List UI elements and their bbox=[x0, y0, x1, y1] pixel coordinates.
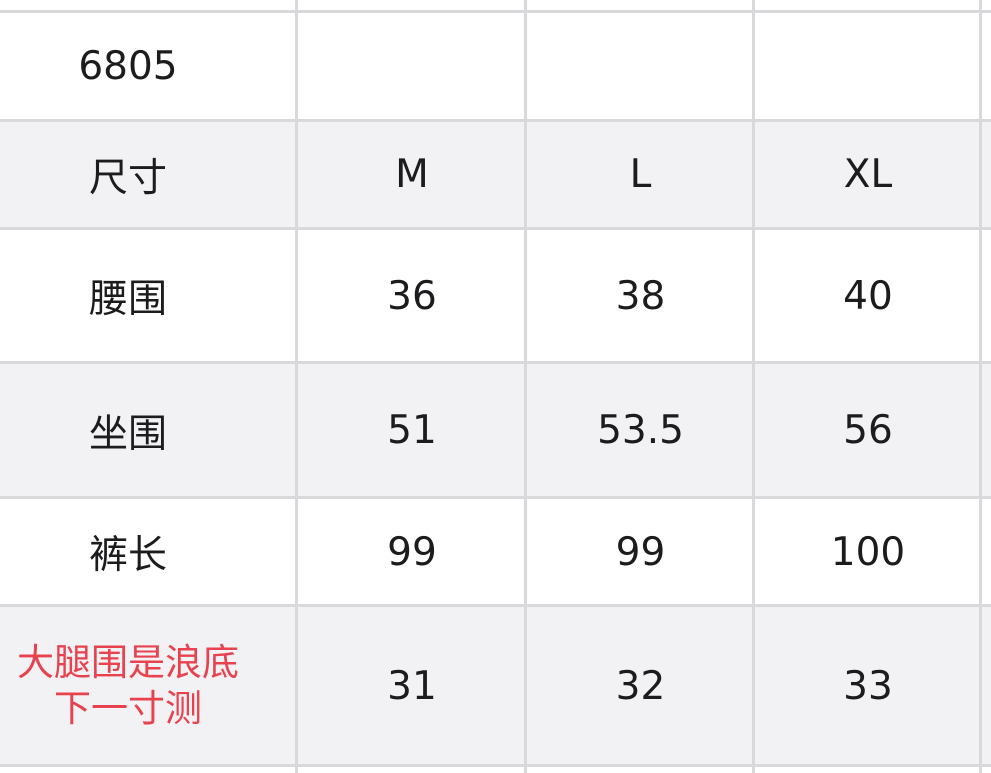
size-xl: XL bbox=[843, 152, 893, 197]
table-row-size-header: 尺寸 M L XL bbox=[0, 121, 991, 228]
cell: 40 bbox=[843, 273, 893, 319]
note-line-1: 大腿围是浪底 bbox=[17, 641, 239, 684]
cell: 51 bbox=[387, 408, 437, 453]
note-line-2: 下一寸测 bbox=[54, 687, 202, 730]
table-row-thigh: 大腿围是浪底 下一寸测 31 32 33 bbox=[0, 607, 991, 765]
grid-line bbox=[0, 604, 991, 607]
grid-line bbox=[0, 764, 991, 767]
cell: 38 bbox=[615, 273, 666, 319]
grid-line bbox=[752, 0, 755, 773]
cell: 32 bbox=[615, 663, 666, 709]
cell bbox=[299, 12, 525, 120]
cell bbox=[528, 12, 753, 120]
table-row-partial bbox=[0, 767, 991, 773]
row-label-note: 大腿围是浪底 下一寸测 bbox=[0, 607, 296, 765]
table-row-waist: 腰围 36 38 40 bbox=[0, 230, 991, 362]
cell: 53.5 bbox=[597, 408, 684, 453]
row-label: 坐围 bbox=[88, 411, 167, 457]
row-label: 裤长 bbox=[88, 533, 167, 578]
cell bbox=[756, 12, 980, 120]
cell: 36 bbox=[387, 273, 437, 319]
cell: 33 bbox=[843, 663, 893, 709]
cell: 31 bbox=[387, 663, 437, 709]
cell: 56 bbox=[843, 408, 893, 453]
grid-line bbox=[0, 227, 991, 230]
grid-line bbox=[0, 119, 991, 122]
row-label: 尺寸 bbox=[88, 155, 167, 201]
grid-line bbox=[0, 10, 991, 13]
cell: 99 bbox=[387, 529, 437, 575]
table-row-model: 6805 bbox=[0, 12, 991, 120]
size-m: M bbox=[395, 152, 429, 197]
table-row-hip: 坐围 51 53.5 56 bbox=[0, 364, 991, 497]
table-row-length: 裤长 99 99 100 bbox=[0, 499, 991, 605]
cell: 100 bbox=[830, 529, 906, 575]
grid-line bbox=[295, 0, 298, 773]
grid-line bbox=[524, 0, 527, 773]
model-number: 6805 bbox=[78, 43, 178, 89]
cell: 99 bbox=[615, 529, 666, 575]
grid-line bbox=[0, 361, 991, 364]
grid-line bbox=[0, 496, 991, 499]
grid-line bbox=[979, 0, 982, 773]
row-label: 腰围 bbox=[88, 277, 167, 322]
size-l: L bbox=[629, 152, 652, 197]
